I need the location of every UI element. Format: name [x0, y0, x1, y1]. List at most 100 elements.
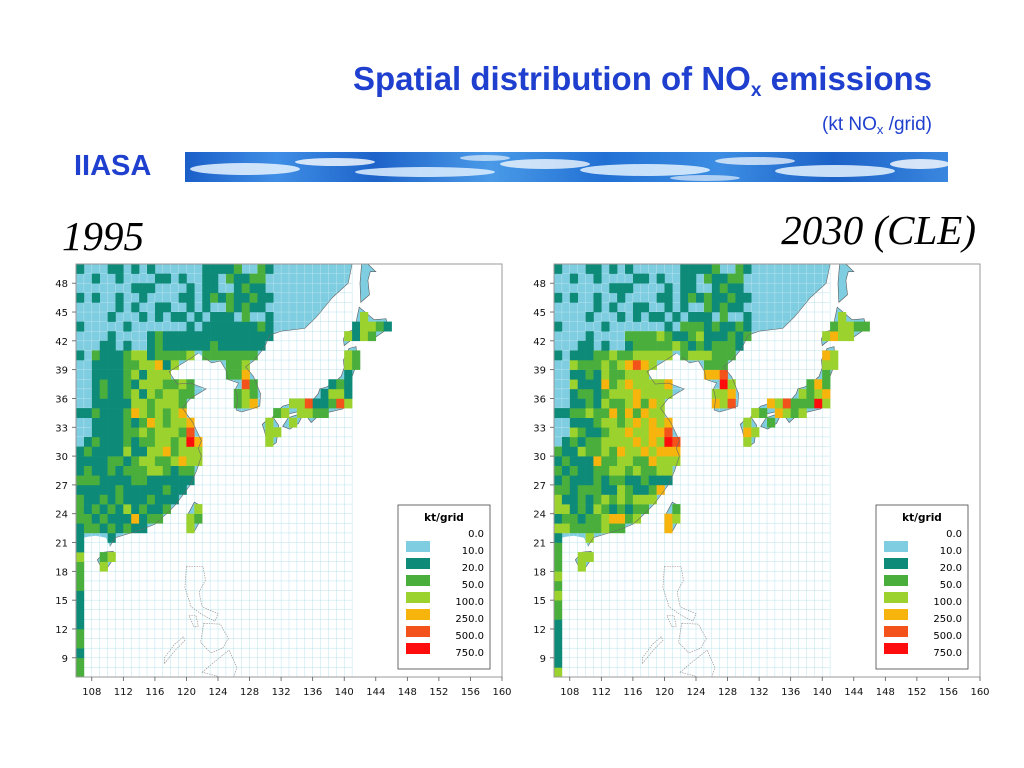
emission-cell	[648, 379, 657, 390]
emission-cell	[719, 340, 728, 351]
emission-cell	[194, 446, 203, 457]
emission-cell	[344, 369, 353, 380]
emission-cell	[593, 523, 602, 534]
emission-cell	[601, 340, 610, 351]
emission-cell	[162, 388, 171, 399]
legend-value: 50.0	[940, 580, 962, 591]
emission-cell	[257, 264, 266, 274]
x-tick-label: 140	[335, 687, 354, 698]
title-main-text: Spatial distribution of NO	[353, 60, 751, 97]
emission-cell	[625, 369, 634, 380]
emission-cell	[719, 388, 728, 399]
emission-cell	[241, 369, 250, 380]
emission-cell	[711, 340, 720, 351]
y-tick-label: 33	[55, 423, 68, 434]
emission-cell	[115, 523, 124, 534]
emission-cell	[139, 398, 148, 409]
emission-cell	[147, 398, 156, 409]
emission-cell	[147, 504, 156, 514]
emission-cell	[76, 523, 85, 534]
emission-cell	[162, 484, 171, 495]
slide-title: Spatial distribution of NOx emissions	[353, 60, 932, 102]
emission-cell	[123, 465, 132, 476]
x-tick-label: 136	[781, 687, 800, 698]
emission-cell	[178, 484, 187, 495]
emission-cell	[83, 408, 93, 418]
emission-cell	[107, 360, 116, 370]
emission-cell	[91, 350, 100, 361]
emission-cell	[853, 321, 862, 332]
island-luzon	[662, 566, 697, 622]
emission-cell	[257, 302, 266, 313]
emission-cell	[561, 465, 571, 476]
emission-cell	[107, 264, 116, 274]
emission-cell	[625, 436, 634, 447]
emission-cell	[672, 513, 681, 524]
emission-cell	[735, 264, 744, 274]
emission-cell	[648, 436, 657, 447]
emission-cell	[76, 504, 85, 514]
emission-cell	[577, 513, 586, 524]
emission-cell	[249, 292, 258, 303]
x-tick-label: 132	[272, 687, 291, 698]
x-tick-label: 112	[114, 687, 133, 698]
emission-cell	[76, 446, 85, 457]
banner-clouds	[190, 155, 948, 181]
emission-cell	[609, 494, 618, 505]
emission-cell	[790, 398, 799, 409]
emission-cell	[680, 302, 689, 313]
emission-cell	[186, 321, 195, 332]
emission-cell	[577, 484, 586, 495]
emission-cell	[233, 340, 242, 351]
emission-cell	[593, 456, 602, 466]
emission-cell	[115, 379, 124, 390]
emission-cell	[249, 398, 258, 409]
emission-cell	[76, 408, 85, 418]
emission-cell	[861, 321, 870, 332]
emission-cell	[131, 388, 140, 399]
emission-cell	[123, 350, 132, 361]
emission-cell	[759, 408, 768, 418]
emission-cell	[367, 331, 377, 342]
emission-cell	[83, 513, 93, 524]
emission-cell	[241, 360, 250, 370]
x-tick-label: 124	[686, 687, 705, 698]
emission-cell	[91, 408, 100, 418]
emission-cell	[91, 427, 100, 438]
emission-cell	[360, 331, 369, 342]
emission-cell	[554, 552, 563, 562]
emission-cell	[569, 388, 578, 399]
emission-cell	[186, 302, 195, 313]
emission-cell	[640, 504, 649, 514]
legend-value: 500.0	[933, 631, 962, 642]
x-tick-label: 116	[145, 687, 164, 698]
emission-cell	[735, 302, 744, 313]
emission-cell	[680, 331, 689, 342]
emission-cell	[99, 340, 108, 351]
emission-cell	[554, 456, 563, 466]
emission-cell	[241, 312, 250, 322]
emission-cell	[838, 331, 847, 342]
emission-cell	[577, 350, 586, 361]
x-tick-label: 160	[492, 687, 511, 698]
emission-cell	[585, 456, 594, 466]
emission-cell	[703, 331, 713, 342]
emission-cell	[609, 436, 618, 447]
emission-cell	[735, 331, 744, 342]
emission-cell	[194, 504, 203, 514]
emission-cell	[154, 312, 164, 322]
emission-cell	[218, 312, 227, 322]
emission-cell	[561, 513, 571, 524]
emission-cell	[625, 513, 634, 524]
emission-cell	[593, 388, 602, 399]
emission-cell	[569, 360, 578, 370]
emission-cell	[76, 264, 85, 274]
emission-cell	[625, 475, 634, 486]
emission-cell	[727, 379, 736, 390]
emission-cell	[107, 398, 116, 409]
emission-cell	[123, 523, 132, 534]
emission-cell	[648, 446, 657, 457]
emission-cell	[154, 465, 164, 476]
emission-cell	[577, 475, 586, 486]
emission-cell	[147, 484, 156, 495]
